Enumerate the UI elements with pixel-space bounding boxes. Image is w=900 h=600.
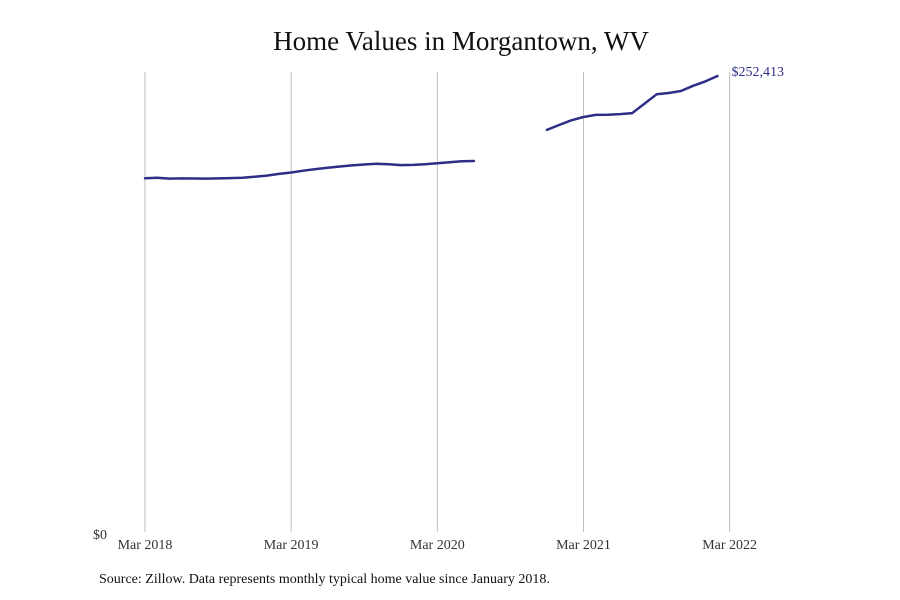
x-axis-ticks: Mar 2018 Mar 2019 Mar 2020 Mar 2021 Mar 2022 <box>118 538 757 553</box>
x-tick-label: Mar 2019 <box>264 538 319 553</box>
series-line-segment <box>143 159 476 180</box>
chart-title: Home Values in Morgantown, WV <box>273 26 649 56</box>
x-tick-label: Mar 2018 <box>118 538 173 553</box>
series-end-label: $252,413 <box>731 65 784 80</box>
gridlines <box>144 72 731 532</box>
y-tick-label-zero: $0 <box>93 528 107 543</box>
source-note: Source: Zillow. Data represents monthly … <box>99 572 550 587</box>
x-tick-label: Mar 2022 <box>702 538 757 553</box>
x-tick-label: Mar 2021 <box>556 538 611 553</box>
series-line-segment <box>545 74 719 132</box>
x-tick-label: Mar 2020 <box>410 538 465 553</box>
series-lines <box>143 74 719 180</box>
